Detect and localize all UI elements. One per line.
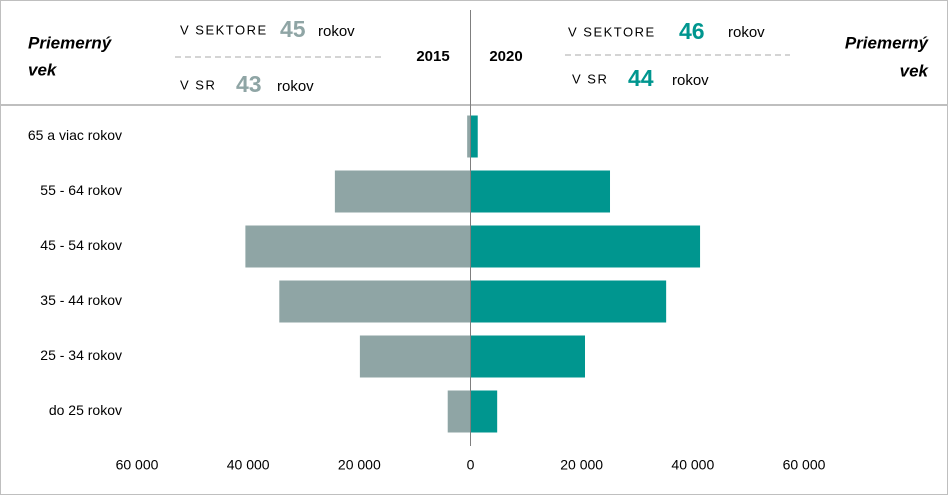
bar [470,115,478,158]
series-name: 2015 [416,48,449,65]
bar [470,335,586,378]
category-label: 35 - 44 rokov [40,292,122,308]
title-right: vek [900,61,930,80]
bar [467,115,471,158]
unit: rokov [728,24,765,41]
bar [447,390,471,433]
bar [470,280,667,323]
sector-label: V SEKTORE [568,24,656,39]
sr-label: V SR [180,77,216,92]
category-label: 55 - 64 rokov [40,182,122,198]
x-tick-label: 40 000 [227,457,270,473]
x-tick-label: 60 000 [783,457,826,473]
x-tick-label: 60 000 [116,457,159,473]
sector-age: 46 [679,18,705,44]
title-right: Priemerný [845,33,930,52]
bar [470,170,611,213]
x-tick-label: 0 [467,457,475,473]
bar [470,390,498,433]
category-label: 25 - 34 rokov [40,347,122,363]
sr-label: V SR [572,71,608,86]
unit: rokov [672,72,709,89]
unit: rokov [318,23,355,40]
bar [470,225,701,268]
sector-age: 45 [280,16,306,42]
x-tick-label: 20 000 [560,457,603,473]
x-tick-label: 40 000 [671,457,714,473]
title-left: Priemerný [28,33,113,52]
title-left: vek [28,60,58,79]
unit: rokov [277,78,314,95]
x-tick-label: 20 000 [338,457,381,473]
sr-age: 43 [236,71,262,97]
sr-age: 44 [628,65,654,91]
category-label: 65 a viac rokov [28,127,122,143]
category-label: 45 - 54 rokov [40,237,122,253]
series-name: 2020 [489,48,522,65]
bar [359,335,471,378]
bar [279,280,471,323]
sector-label: V SEKTORE [180,22,268,37]
bar [334,170,471,213]
category-label: do 25 rokov [49,402,122,418]
bar [245,225,471,268]
